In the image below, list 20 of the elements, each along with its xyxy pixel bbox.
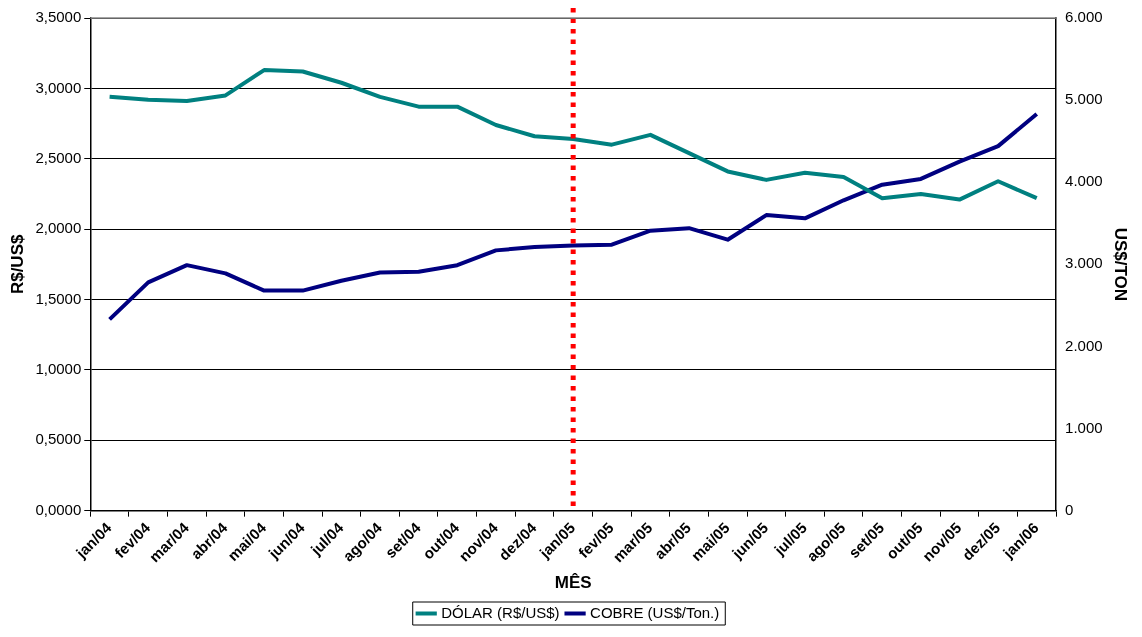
- y2-tick-label: 3.000: [1065, 254, 1103, 272]
- y2-tick-label: 1.000: [1065, 418, 1103, 436]
- y-tick-label: 1,5000: [35, 289, 82, 307]
- legend-label: COBRE (US$/Ton.): [590, 603, 720, 621]
- y2-tick-label: 4.000: [1065, 172, 1103, 190]
- y2-tick-label: 0: [1065, 500, 1074, 518]
- y-tick-label: 3,5000: [35, 8, 82, 26]
- y-tick-label: 2,5000: [35, 148, 82, 166]
- x-axis-title: MÊS: [554, 573, 592, 593]
- y2-tick-label: 2.000: [1065, 336, 1103, 354]
- legend-label: DÓLAR (R$/US$): [441, 603, 560, 621]
- y2-tick-label: 5.000: [1065, 90, 1103, 108]
- y-tick-label: 0,5000: [35, 430, 82, 448]
- y-tick-label: 1,0000: [35, 360, 82, 378]
- y-axis-title: R$/US$: [7, 234, 27, 295]
- y-tick-label: 0,0000: [35, 500, 82, 518]
- y2-tick-label: 6.000: [1065, 8, 1103, 26]
- y-tick-label: 3,0000: [35, 78, 82, 96]
- y-tick-label: 2,0000: [35, 219, 82, 237]
- y2-axis-title: US$/TON: [1111, 227, 1131, 302]
